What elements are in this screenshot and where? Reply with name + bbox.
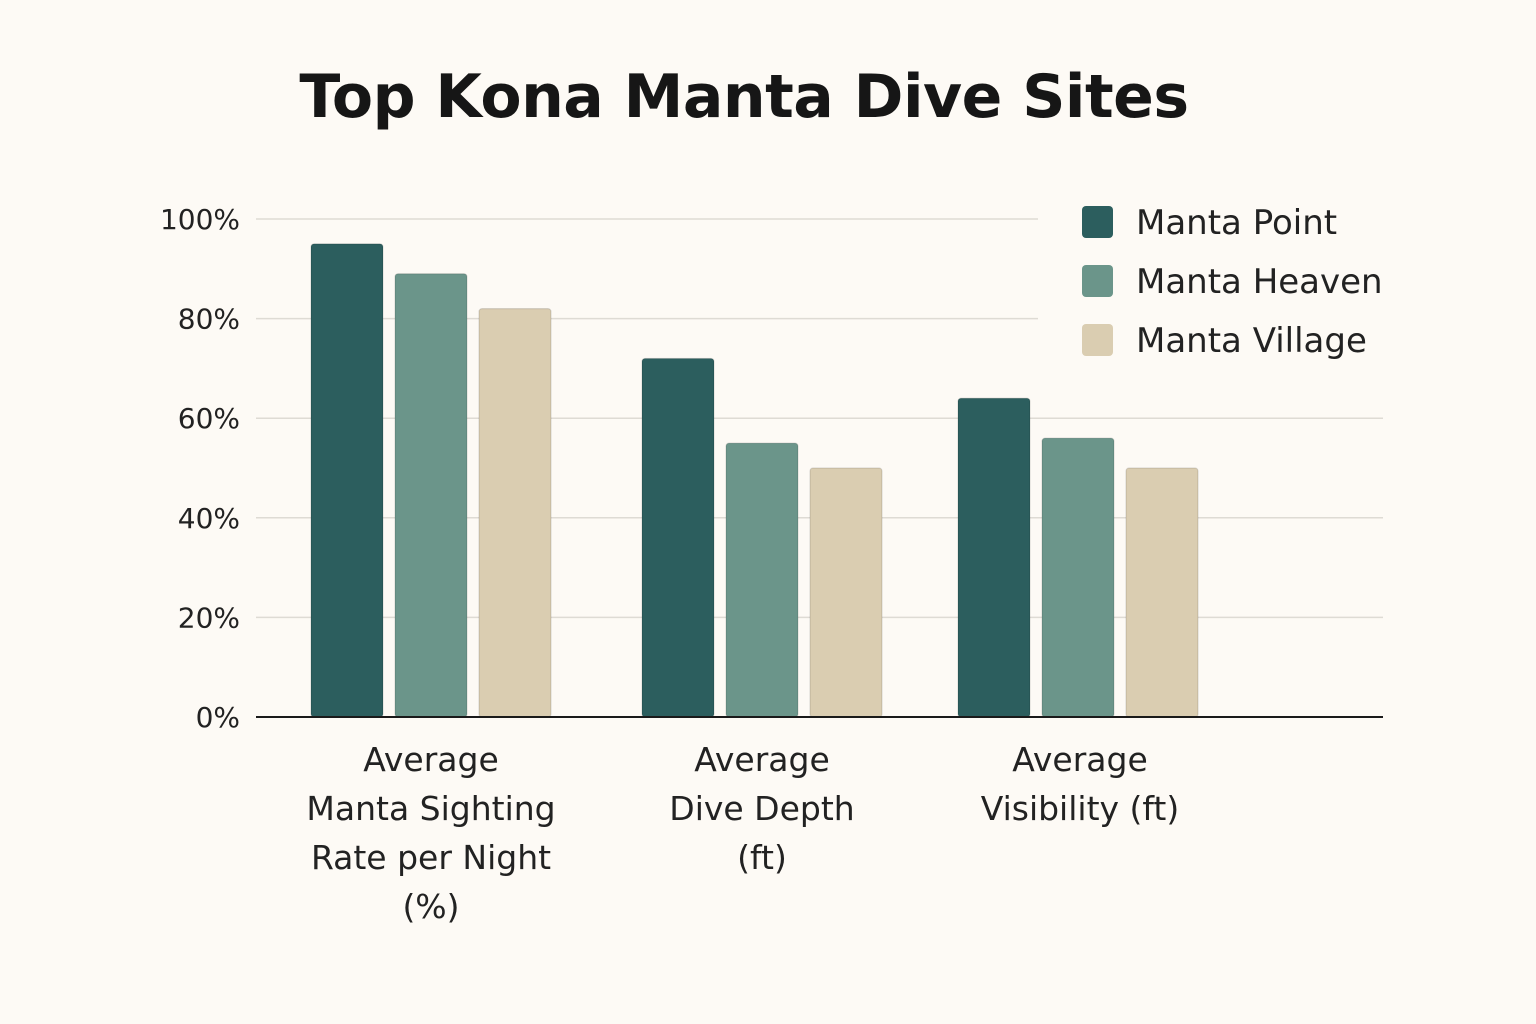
bar <box>641 357 715 718</box>
chart-title: Top Kona Manta Dive Sites <box>299 62 1189 132</box>
category-label: Manta Sighting <box>306 789 555 828</box>
bars <box>310 243 1199 718</box>
category-label: Rate per Night <box>311 838 551 877</box>
y-tick-label: 60% <box>178 402 240 435</box>
legend-label: Manta Heaven <box>1136 262 1383 302</box>
y-tick-label: 100% <box>160 203 240 236</box>
legend-label: Manta Point <box>1136 203 1337 243</box>
bar <box>725 442 799 718</box>
category-label: (ft) <box>737 838 787 877</box>
bar <box>1041 437 1115 718</box>
bar <box>957 397 1031 718</box>
legend-swatch <box>1082 206 1113 238</box>
bar <box>478 308 552 718</box>
y-tick-label: 20% <box>178 601 240 634</box>
category-label: Visibility (ft) <box>981 789 1180 828</box>
y-tick-label: 80% <box>178 303 240 336</box>
legend-swatch <box>1082 265 1113 297</box>
category-label: (%) <box>402 887 459 926</box>
legend-label: Manta Village <box>1136 321 1367 361</box>
y-axis-ticks: 0% 20% 40% 60% 80% 100% <box>160 203 240 734</box>
category-label: Average <box>363 740 499 779</box>
bar <box>394 273 468 718</box>
y-tick-label: 0% <box>196 701 240 734</box>
category-labels: Average Manta Sighting Rate per Night (%) Av… <box>306 740 1179 926</box>
legend-swatch <box>1082 324 1113 356</box>
bar <box>809 467 883 718</box>
y-tick-label: 40% <box>178 502 240 535</box>
legend: Manta Point Manta Heaven Manta Village <box>1082 203 1383 361</box>
category-label: Dive Depth <box>669 789 854 828</box>
bar <box>310 243 384 718</box>
bar <box>1125 467 1199 718</box>
category-label: Average <box>1012 740 1148 779</box>
category-label: Average <box>694 740 830 779</box>
